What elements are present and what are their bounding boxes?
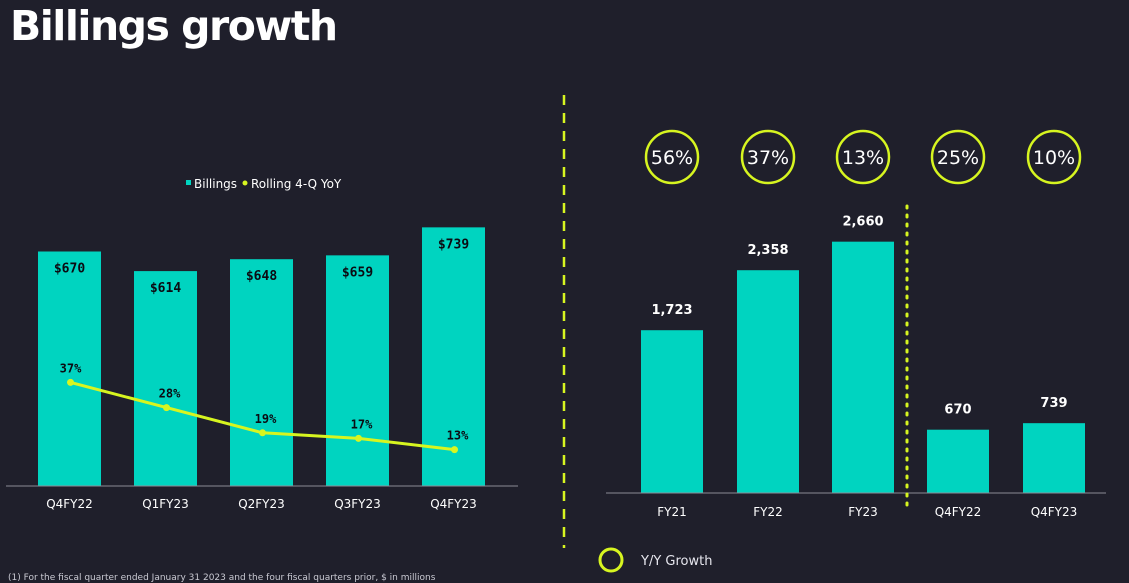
- legend-label-billings: Billings: [194, 177, 237, 191]
- yoy-point: [259, 429, 266, 437]
- yoy-label: 37%: [60, 361, 82, 375]
- bar-q4fy23: [422, 227, 485, 486]
- growth-label: 37%: [747, 147, 789, 169]
- x-tick-label: FY21: [657, 505, 687, 519]
- growth-circle: [644, 129, 700, 185]
- yoy-label: 19%: [255, 412, 277, 426]
- bar-value-label: 739: [1040, 396, 1067, 411]
- yoy-point: [163, 404, 170, 412]
- footnote: (1) For the fiscal quarter ended January…: [8, 573, 436, 583]
- bar-fy21: [641, 330, 703, 493]
- growth-circle: [835, 129, 891, 185]
- legend-swatch-billings: [186, 180, 191, 185]
- x-tick-label: Q4FY22: [935, 505, 982, 519]
- bar-fy22: [737, 270, 799, 493]
- yoy-point: [355, 434, 362, 442]
- x-tick-label: FY23: [848, 505, 878, 519]
- bar-value-label: $648: [246, 269, 277, 284]
- bar-q1fy23: [134, 271, 197, 486]
- x-tick-label: Q3FY23: [334, 497, 381, 511]
- yoy-label: 13%: [447, 429, 469, 443]
- page-title: Billings growth: [10, 2, 338, 50]
- bar-value-label: 2,660: [842, 215, 883, 230]
- x-tick-label: Q4FY23: [1031, 505, 1078, 519]
- growth-label: 56%: [651, 147, 693, 169]
- growth-circle: [740, 129, 796, 185]
- bar-value-label: 670: [944, 403, 971, 418]
- growth-label: 13%: [842, 147, 884, 169]
- yoy-label: 17%: [351, 417, 373, 431]
- bar-value-label: $659: [342, 265, 373, 280]
- bar-q2fy23: [230, 259, 293, 486]
- x-tick-label: FY22: [753, 505, 783, 519]
- growth-label: 10%: [1033, 147, 1075, 169]
- legend-growth-circle: [598, 547, 624, 573]
- legend-label-yoy: Rolling 4-Q YoY: [251, 177, 342, 191]
- yoy-point: [451, 446, 458, 454]
- bar-q3fy23: [326, 255, 389, 486]
- bar-value-label: $614: [150, 281, 181, 296]
- bar-q4fy23: [1023, 423, 1085, 493]
- x-tick-label: Q1FY23: [142, 497, 189, 511]
- yoy-point: [67, 378, 74, 386]
- bar-q4fy22: [38, 251, 101, 486]
- bar-value-label: $670: [54, 262, 85, 277]
- growth-circle: [1026, 129, 1082, 185]
- yoy-label: 28%: [159, 387, 181, 401]
- bar-q4fy22: [927, 429, 989, 493]
- legend-growth-label: Y/Y Growth: [640, 554, 712, 569]
- annual-billings-chart: 1,723 FY21 56% 2,358 FY22 37% 2,660 FY23 13% 670 Q…: [598, 129, 1106, 573]
- x-tick-label: Q4FY22: [46, 497, 93, 511]
- x-tick-label: Q2FY23: [238, 497, 285, 511]
- growth-circle: [930, 129, 986, 185]
- bar-value-label: 2,358: [747, 243, 788, 258]
- legend-swatch-yoy: [242, 180, 248, 186]
- bar-fy23: [832, 241, 894, 493]
- growth-label: 25%: [937, 147, 979, 169]
- x-tick-label: Q4FY23: [430, 497, 477, 511]
- chart-legend: Billings Rolling 4-Q YoY: [186, 177, 342, 191]
- quarterly-billings-chart: Billings Rolling 4-Q YoY $670 Q4FY22 $614 Q1F…: [6, 177, 518, 511]
- bar-value-label: 1,723: [651, 303, 692, 318]
- bar-value-label: $739: [438, 237, 469, 252]
